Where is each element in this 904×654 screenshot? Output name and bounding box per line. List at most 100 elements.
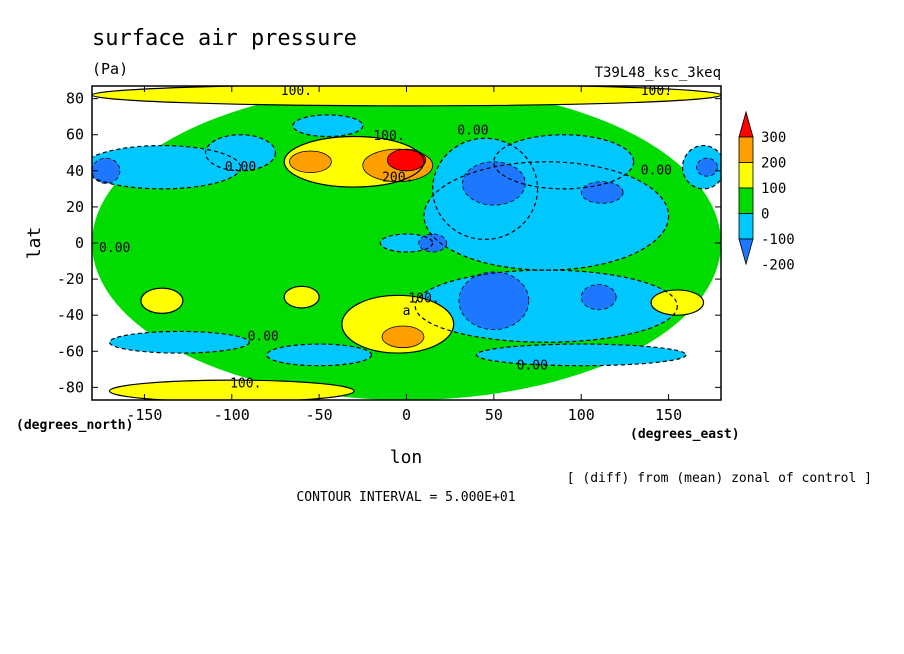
contour-region (92, 158, 120, 184)
contour-line (432, 137, 539, 240)
colorbar-label: -200 (761, 258, 795, 274)
contour-region (92, 86, 721, 106)
y-tick-label: 60 (66, 126, 84, 144)
y-tick-label: 40 (66, 162, 84, 180)
contour-region (651, 289, 704, 316)
contour-line (283, 135, 425, 188)
contour-line (140, 287, 184, 314)
contour-region (205, 134, 276, 171)
contour-region (266, 344, 372, 366)
chart-units: (Pa) (92, 60, 128, 78)
contour-region (387, 149, 426, 171)
contour-region (458, 271, 529, 330)
contour-line (292, 114, 364, 138)
colorbar-swatch (738, 110, 754, 138)
contour-region (292, 114, 363, 137)
colorbar-swatch (738, 162, 754, 189)
colorbar: 300 200 100 0 -100 -200 (738, 110, 795, 274)
contour-region (140, 288, 183, 314)
contour-label: 100. (373, 129, 404, 144)
contour-label: 100. (408, 292, 439, 307)
contour-region (696, 158, 718, 177)
contour-region (109, 380, 355, 400)
contour-label: 0.00 (457, 124, 488, 139)
contour-line (266, 343, 373, 367)
contour-region (382, 326, 424, 348)
y-tick-label: 20 (66, 198, 84, 216)
colorbar-label: -100 (761, 232, 795, 248)
contour-line (381, 325, 425, 349)
y-tick-label: 80 (66, 90, 84, 108)
y-tick-label: -40 (57, 306, 84, 324)
x-tick-label: 0 (402, 406, 411, 424)
contour-line (108, 379, 355, 400)
contour-line (92, 144, 242, 190)
y-unit-label: (degrees_north) (16, 418, 133, 433)
colorbar-swatch (738, 187, 754, 214)
contour-line (204, 134, 277, 172)
contour-region (462, 161, 526, 206)
contour-region (581, 284, 617, 310)
contour-line (108, 330, 250, 354)
contour-label: 0.00 (99, 241, 130, 256)
contour-line (458, 271, 530, 331)
x-tick-label: 100 (568, 406, 595, 424)
contour-interval: CONTOUR INTERVAL = 5.000E+01 (296, 490, 515, 505)
y-axis: 80 60 40 20 0 -20 -40 -60 -80 (57, 90, 721, 396)
colorbar-label: 0 (761, 207, 769, 223)
x-tick-label: -100 (214, 406, 250, 424)
contour-line (493, 134, 635, 190)
y-axis-label: lat (24, 227, 45, 260)
contour-label: a (403, 304, 411, 319)
contour-region (109, 331, 250, 354)
contour-line (289, 150, 332, 174)
contour-region (92, 145, 241, 189)
colorbar-label: 300 (761, 130, 786, 146)
contour-line (462, 161, 526, 206)
contour-line (92, 86, 721, 107)
x-axis: -150 -100 -50 0 50 100 150 (126, 86, 682, 424)
contour-label: 0.00 (641, 163, 672, 178)
colorbar-swatch (738, 238, 754, 266)
contour-line (92, 157, 121, 184)
contour-region (289, 150, 332, 173)
contour-line (696, 157, 718, 177)
contour-label: 100. (230, 376, 261, 391)
contour-label: 100. (281, 84, 312, 99)
contour-line (362, 148, 434, 183)
x-tick-label: -150 (126, 406, 162, 424)
x-tick-label: 150 (655, 406, 682, 424)
x-unit-label: (degrees_east) (630, 427, 740, 442)
contour-label: 0.00 (225, 160, 256, 175)
contour-label: 0.00 (517, 358, 548, 373)
contour-lines (92, 86, 721, 400)
contour-line (580, 284, 617, 311)
contour-region (380, 233, 433, 253)
contour-line (681, 144, 721, 190)
contour-line (341, 294, 455, 354)
contour-regions (92, 86, 721, 400)
colorbar-label: 200 (761, 156, 786, 172)
contour-line (475, 343, 687, 367)
contour-line (650, 289, 705, 316)
y-tick-label: -20 (57, 270, 84, 288)
chart-title: surface air pressure (92, 26, 357, 51)
contour-line (580, 181, 624, 204)
y-tick-label: -60 (57, 342, 84, 360)
x-tick-label: 50 (485, 406, 503, 424)
colorbar-swatch (738, 136, 754, 163)
x-axis-label: lon (390, 447, 423, 468)
contour-label: 100. (641, 84, 672, 99)
description-note: [ (diff) from (mean) zonal of control ] (567, 471, 872, 486)
y-tick-label: 0 (75, 234, 84, 252)
y-tick-label: -80 (57, 378, 84, 396)
contour-region (284, 286, 320, 308)
contour-line (283, 285, 320, 309)
contour-line (386, 148, 427, 172)
contour-region (341, 295, 454, 354)
colorbar-swatch (738, 213, 754, 240)
colorbar-label: 100 (761, 181, 786, 197)
contour-line (414, 269, 678, 343)
